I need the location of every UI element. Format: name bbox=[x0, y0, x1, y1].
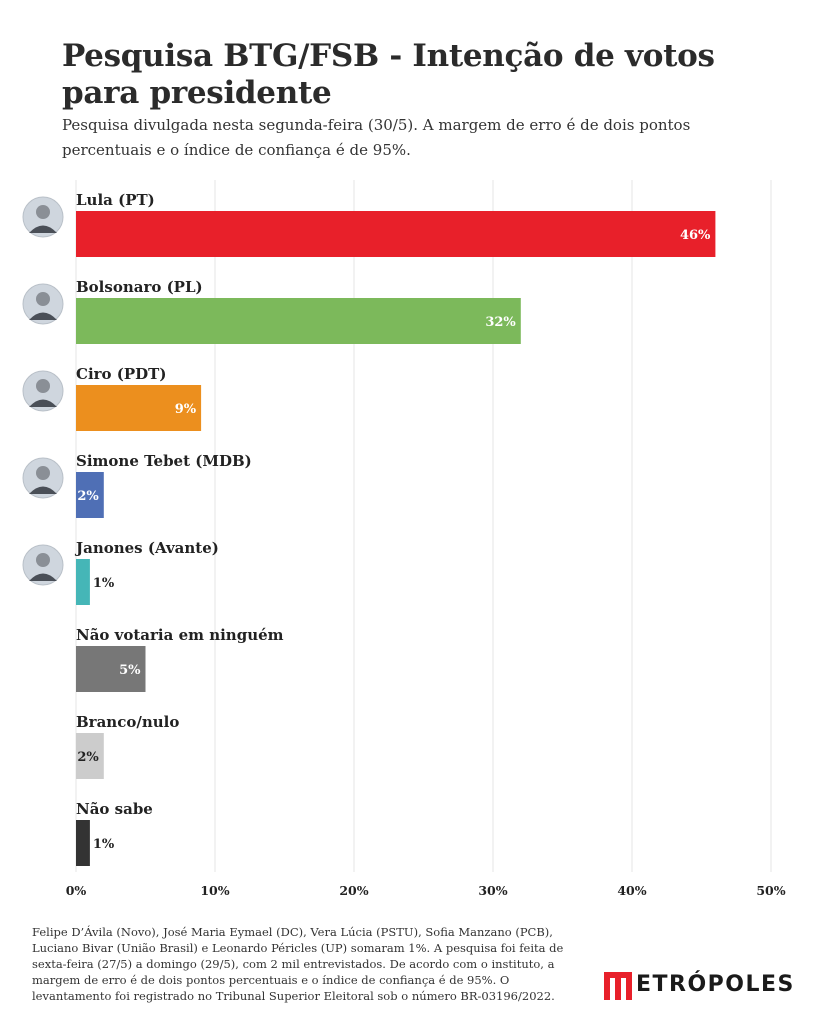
value-label: 9% bbox=[175, 402, 197, 417]
x-tick-label: 0% bbox=[66, 883, 87, 898]
chart-subtitle: Pesquisa divulgada nesta segunda-feira (… bbox=[62, 116, 691, 159]
x-tick-label: 40% bbox=[617, 883, 646, 898]
candidate-photo-body bbox=[29, 399, 57, 407]
candidate-photo-head bbox=[36, 553, 50, 567]
category-label: Branco/nulo bbox=[76, 713, 179, 731]
bar bbox=[76, 646, 146, 692]
category-label: Lula (PT) bbox=[76, 191, 155, 209]
bar bbox=[76, 559, 90, 605]
candidate-photo-body bbox=[29, 312, 57, 320]
category-label: Bolsonaro (PL) bbox=[76, 278, 203, 296]
value-label: 1% bbox=[93, 576, 115, 591]
value-label: 32% bbox=[485, 315, 516, 330]
value-label: 1% bbox=[93, 837, 115, 852]
footnote: Felipe D’Ávila (Novo), José Maria Eymael… bbox=[32, 925, 564, 1003]
bar bbox=[76, 733, 104, 779]
value-label: 2% bbox=[77, 750, 99, 765]
logo-text: ETRÓPOLES bbox=[636, 971, 795, 997]
bar bbox=[76, 298, 521, 344]
candidate-photo-body bbox=[29, 486, 57, 494]
candidate-photo-body bbox=[29, 225, 57, 233]
category-label: Não votaria em ninguém bbox=[76, 626, 284, 644]
value-label: 2% bbox=[77, 489, 99, 504]
category-label: Simone Tebet (MDB) bbox=[76, 452, 252, 470]
category-label: Ciro (PDT) bbox=[76, 365, 166, 383]
bar bbox=[76, 385, 202, 431]
x-tick-label: 20% bbox=[339, 883, 368, 898]
category-label: Janones (Avante) bbox=[74, 539, 219, 557]
bar bbox=[76, 211, 716, 257]
logo-m-mark bbox=[604, 968, 632, 1000]
x-tick-label: 30% bbox=[478, 883, 507, 898]
category-label: Não sabe bbox=[76, 800, 153, 818]
bar-chart: 0% 10% 20% 30% 40% 50% Lula (PT) 46% Bolsonaro (… bbox=[22, 180, 786, 898]
bar bbox=[76, 472, 104, 518]
value-label: 5% bbox=[119, 663, 141, 678]
x-tick-label: 50% bbox=[756, 883, 785, 898]
value-label: 46% bbox=[680, 228, 711, 243]
x-tick-label: 10% bbox=[200, 883, 229, 898]
metropoles-logo: ETRÓPOLES bbox=[604, 966, 795, 1002]
candidate-photo-head bbox=[36, 466, 50, 480]
candidate-photo-head bbox=[36, 205, 50, 219]
candidate-photo-head bbox=[36, 379, 50, 393]
candidate-photo-body bbox=[29, 573, 57, 581]
candidate-photo-head bbox=[36, 292, 50, 306]
chart-title: Pesquisa BTG/FSB - Intenção de votos par… bbox=[62, 38, 715, 111]
bar bbox=[76, 820, 90, 866]
